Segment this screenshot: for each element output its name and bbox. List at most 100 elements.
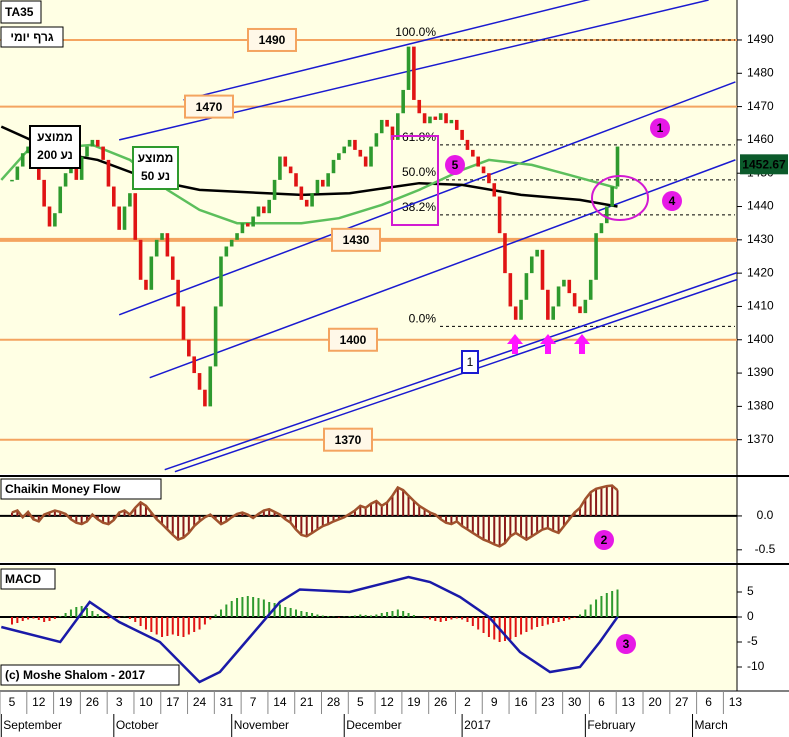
arrow xyxy=(507,334,523,354)
candle xyxy=(604,206,609,224)
histogram-bar xyxy=(370,615,373,617)
histogram-bar xyxy=(187,617,190,635)
candle xyxy=(610,186,614,207)
month-label: October xyxy=(116,718,159,732)
y-tick-label: 0 xyxy=(747,609,754,623)
histogram-bar xyxy=(316,515,319,530)
histogram-bar xyxy=(455,515,458,522)
month-label: 2017 xyxy=(464,718,491,732)
subtitle-box xyxy=(0,26,64,48)
panel-title: MACD xyxy=(5,572,41,586)
candle xyxy=(160,233,164,240)
histogram-bar xyxy=(461,515,464,527)
histogram-bar xyxy=(616,589,619,617)
histogram-bar xyxy=(214,515,217,520)
x-tick-label: 27 xyxy=(675,695,689,709)
histogram-bar xyxy=(53,617,56,619)
candle xyxy=(513,306,518,320)
histogram-bar xyxy=(161,515,164,525)
candle xyxy=(444,113,448,124)
candle xyxy=(229,239,234,247)
histogram-bar xyxy=(573,617,576,618)
histogram-bar xyxy=(295,609,298,617)
histogram-bar xyxy=(219,609,222,617)
x-tick-label: 2 xyxy=(464,695,471,709)
histogram-bar xyxy=(568,617,571,620)
y-tick-label: 1460 xyxy=(747,132,774,146)
candle xyxy=(519,299,523,320)
histogram-bar xyxy=(289,515,292,523)
candle xyxy=(449,119,454,124)
level-box xyxy=(328,327,378,352)
candle xyxy=(128,193,132,207)
histogram-bar xyxy=(230,601,233,617)
histogram-bar xyxy=(166,617,169,636)
candle xyxy=(406,46,411,90)
month-label: November xyxy=(234,718,289,732)
histogram-bar xyxy=(64,613,67,617)
candle xyxy=(487,173,491,184)
candle xyxy=(117,206,121,230)
histogram-bar xyxy=(520,617,523,635)
histogram-bar xyxy=(300,515,303,535)
panel-title-box xyxy=(0,478,162,500)
histogram-bar xyxy=(466,617,469,622)
candle xyxy=(331,159,336,174)
candle xyxy=(278,156,282,180)
candle xyxy=(26,146,30,154)
candle xyxy=(615,146,620,187)
trendline xyxy=(174,278,737,473)
marker-badge xyxy=(445,155,465,175)
candle xyxy=(106,159,111,187)
histogram-bar xyxy=(353,615,356,617)
histogram-bar xyxy=(198,515,201,522)
histogram-bar xyxy=(503,515,506,544)
x-tick-label: 24 xyxy=(193,695,207,709)
y-tick-label: 1490 xyxy=(747,32,774,46)
price-layer: 100.0% 61.8% 50.0% 38.2% 0.0% xyxy=(0,0,737,473)
arrow xyxy=(574,334,590,354)
histogram-bar xyxy=(391,611,394,617)
histogram-bar xyxy=(316,614,319,617)
macd-layer xyxy=(0,575,737,684)
histogram-bar xyxy=(48,512,51,516)
histogram-bar xyxy=(337,515,340,520)
histogram-bar xyxy=(439,617,442,622)
histogram-bar xyxy=(557,617,560,622)
histogram-bar xyxy=(445,515,448,523)
candle xyxy=(58,186,63,214)
candle xyxy=(240,223,245,234)
y-tick-label: 1470 xyxy=(747,99,774,113)
candle xyxy=(245,223,250,227)
histogram-bar xyxy=(53,510,56,516)
y-tick-label: 1480 xyxy=(747,65,774,79)
candle xyxy=(508,273,513,307)
candle xyxy=(438,113,443,120)
histogram-bar xyxy=(434,617,437,621)
histogram-bar xyxy=(187,515,190,533)
candle xyxy=(197,373,202,390)
fib-label: 50.0% xyxy=(402,165,436,179)
x-tick-label: 28 xyxy=(327,695,341,709)
histogram-bar xyxy=(600,596,603,617)
level-label: 1430 xyxy=(343,233,370,247)
marker-label: 3 xyxy=(623,637,630,651)
histogram-bar xyxy=(584,499,587,516)
x-tick-label: 19 xyxy=(407,695,421,709)
histogram-bar xyxy=(144,617,147,630)
histogram-bar xyxy=(536,515,539,533)
histogram-bar xyxy=(177,617,180,636)
candle xyxy=(417,99,422,114)
candle xyxy=(69,166,73,174)
histogram-bar xyxy=(21,617,24,621)
histogram-bar xyxy=(134,507,137,516)
candle xyxy=(192,356,196,374)
histogram-bar xyxy=(214,614,217,617)
month-label: March xyxy=(695,718,728,732)
candle xyxy=(460,129,464,140)
histogram-bar xyxy=(359,614,362,617)
chart-subtitle: גרף יומי xyxy=(10,30,54,44)
histogram-bar xyxy=(134,617,137,622)
histogram-bar xyxy=(75,515,78,523)
